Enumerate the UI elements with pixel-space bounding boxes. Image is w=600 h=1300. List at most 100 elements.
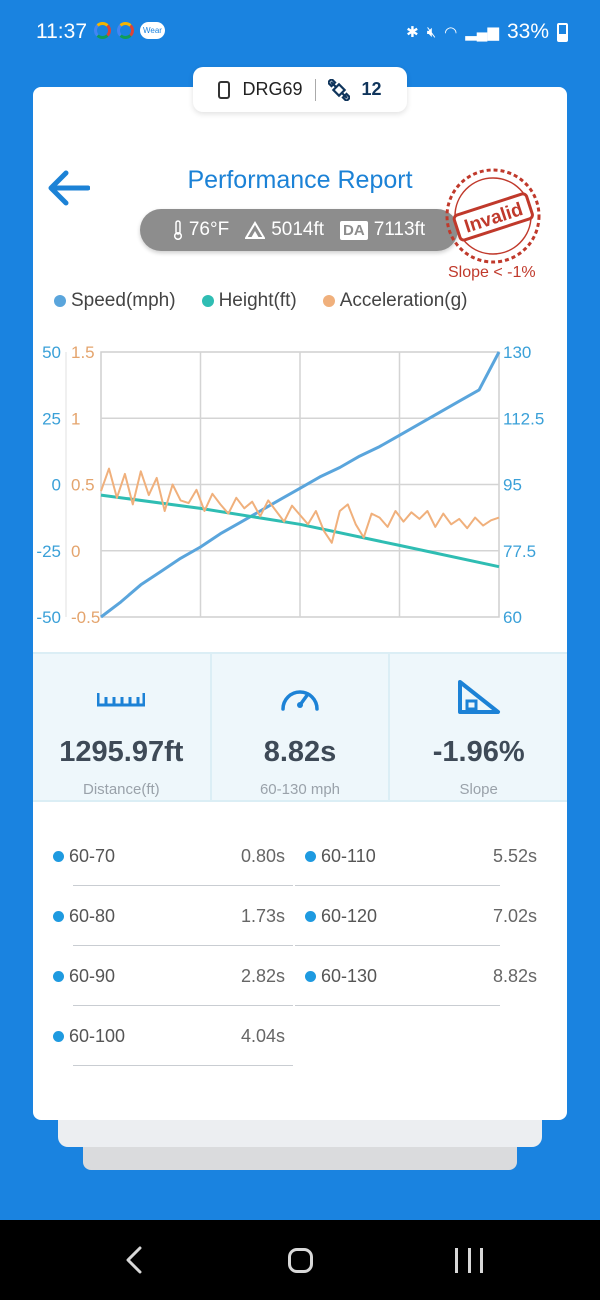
tick-label: -0.5 [71, 608, 100, 627]
split-range: 60-70 [69, 846, 116, 866]
split-range: 60-120 [321, 906, 378, 926]
stat-caption: Distance(ft) [82, 781, 160, 798]
divider [314, 78, 316, 101]
altitude: 5014ft [271, 219, 325, 240]
tick-label: -50 [36, 608, 61, 627]
density-altitude: 7113ft [373, 219, 426, 240]
performance-chart[interactable]: 50 25 0 -25 -50 1.5 1 0.5 0 -0.5 130 112.5 95 77.5 60 [33, 330, 567, 630]
split-dot [53, 851, 64, 862]
mountain-icon [245, 221, 266, 239]
split-time: 0.80s [240, 846, 285, 866]
stamp-note: Slope < -1% [448, 264, 536, 281]
wear-icon: Wear [140, 22, 165, 39]
chart-legend: Speed(mph) Height(ft) Acceleration(g) [54, 290, 467, 312]
split-row: 60-110 5.52s [295, 830, 537, 890]
density-altitude-badge: DA [340, 220, 368, 240]
system-nav-bar [0, 1220, 600, 1300]
split-row: 60-70 0.80s [53, 830, 293, 890]
series-line [100, 351, 501, 619]
tick-label: 1.5 [71, 343, 95, 362]
split-time: 4.04s [240, 1026, 285, 1046]
stat-value: 1295.97ft [59, 736, 184, 768]
split-dot [53, 1031, 64, 1042]
split-time: 2.82s [240, 966, 285, 986]
legend-dot [201, 295, 214, 307]
tick-label: 0 [71, 542, 80, 561]
conditions-bar: 76°F 5014ft DA 7113ft [140, 209, 458, 251]
app-notification-icon [94, 22, 111, 39]
legend-label: Height(ft) [218, 290, 297, 311]
split-time: 5.52s [492, 846, 537, 866]
split-range: 60-130 [321, 966, 378, 986]
nav-recents-icon[interactable] [455, 1248, 483, 1273]
split-row: 60-120 7.02s [295, 890, 537, 950]
legend-label: Acceleration(g) [339, 290, 468, 311]
split-range: 60-110 [321, 846, 376, 866]
split-time: 7.02s [492, 906, 537, 926]
split-row: 60-130 8.82s [295, 950, 537, 1010]
tick-label: 1 [71, 409, 80, 428]
divider [295, 1005, 500, 1006]
device-name: DRG69 [242, 79, 303, 99]
legend-speed: Speed(mph) [54, 290, 176, 312]
nav-back-icon[interactable] [122, 1246, 146, 1274]
series-line [100, 467, 500, 544]
tick-label: 0.5 [71, 476, 95, 495]
tick-label: 130 [503, 343, 531, 362]
stat-slope: -1.96% Slope [388, 654, 567, 800]
back-arrow-icon[interactable] [46, 170, 90, 206]
temperature: 76°F [188, 219, 230, 240]
signal-icon: ▂▄▆ [465, 24, 499, 41]
split-time: 8.82s [492, 966, 537, 986]
stat-value: 8.82s [263, 736, 337, 768]
status-bar: 11:37 Wear ✱ 🔇︎ ◠ ▂▄▆ 33% [0, 0, 600, 62]
notification-icons: Wear [94, 22, 165, 39]
stats-panel: 1295.97ft Distance(ft) 8.82s 60-130 mph … [33, 652, 567, 802]
divider [295, 885, 500, 886]
split-dot [53, 971, 64, 982]
device-pill[interactable]: DRG69 12 [193, 67, 407, 112]
stat-time: 8.82s 60-130 mph [209, 654, 389, 800]
page-title: Performance Report [187, 166, 413, 194]
legend-label: Speed(mph) [71, 290, 176, 311]
split-row: 60-80 1.73s [53, 890, 293, 950]
satellite-count: 12 [361, 79, 382, 99]
thermometer-icon [173, 220, 182, 240]
satellite-icon [327, 78, 350, 101]
system-indicators: ✱ 🔇︎ ◠ ▂▄▆ 33% [406, 20, 568, 44]
split-dot [305, 911, 316, 922]
mute-icon: 🔇︎ [426, 23, 437, 41]
split-range: 60-80 [69, 906, 116, 926]
status-time: 11:37 [36, 20, 87, 43]
split-row: 60-100 4.04s [53, 1010, 293, 1070]
legend-acceleration: Acceleration(g) [322, 290, 468, 312]
tick-label: 60 [503, 608, 522, 627]
split-row: 60-90 2.82s [53, 950, 293, 1010]
split-range: 60-90 [69, 966, 116, 986]
split-time: 1.73s [240, 906, 285, 926]
split-dot [305, 971, 316, 982]
stat-caption: 60-130 mph [259, 781, 341, 798]
invalid-stamp: Invalid [445, 168, 541, 264]
divider [73, 885, 293, 886]
legend-dot [322, 295, 335, 307]
stat-value: -1.96% [432, 736, 525, 768]
divider [73, 1065, 293, 1066]
tick-label: 77.5 [503, 542, 536, 561]
divider [295, 945, 500, 946]
split-range: 60-100 [69, 1026, 126, 1046]
nav-home-icon[interactable] [288, 1248, 313, 1273]
slope-icon [457, 680, 500, 714]
battery-icon [557, 22, 568, 42]
tick-label: 112.5 [503, 409, 544, 428]
speedometer-icon [281, 690, 319, 711]
tick-label: 95 [503, 476, 522, 495]
device-icon [218, 80, 231, 99]
battery-percent: 33% [506, 20, 549, 43]
divider [73, 1005, 293, 1006]
divider [73, 945, 293, 946]
tick-label: 50 [42, 343, 61, 362]
stat-distance: 1295.97ft Distance(ft) [33, 654, 210, 800]
wifi-icon: ◠ [444, 24, 458, 41]
legend-dot [54, 295, 66, 307]
